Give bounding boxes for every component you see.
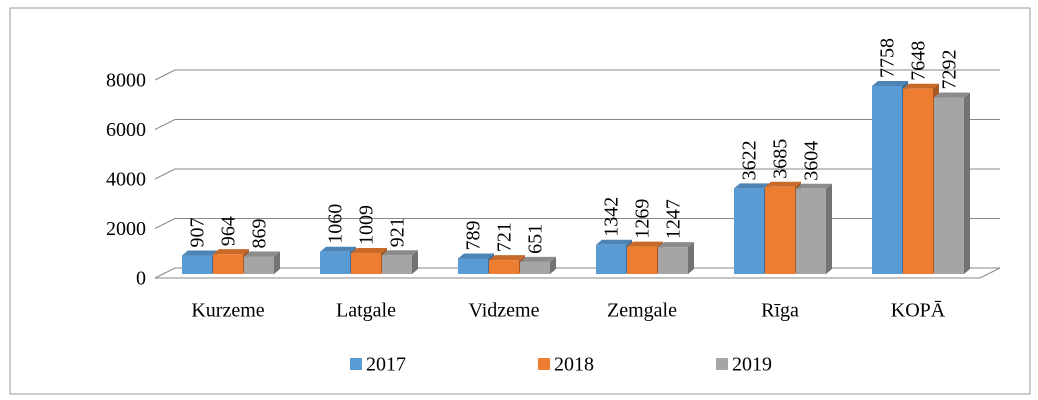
bar-top xyxy=(489,255,525,261)
bar xyxy=(489,260,519,274)
x-tick-label: Latgale xyxy=(336,300,396,322)
bar xyxy=(872,85,902,274)
data-label: 7292 xyxy=(939,50,961,90)
x-tick-label: KOPĀ xyxy=(891,300,946,322)
bar-top xyxy=(872,80,908,86)
grid-diagonal xyxy=(154,69,176,81)
bar-side xyxy=(274,251,280,274)
bar xyxy=(458,258,488,274)
legend-label: 2019 xyxy=(732,354,772,376)
data-label: 1060 xyxy=(325,204,347,244)
bar-top xyxy=(627,241,663,247)
bar-top xyxy=(320,246,356,252)
x-tick-label: Kurzeme xyxy=(191,300,264,322)
bar-top xyxy=(182,250,218,256)
y-tick-label: 0 xyxy=(136,268,146,290)
legend-swatch xyxy=(350,358,362,370)
bar xyxy=(520,261,550,274)
bar-side xyxy=(688,242,694,274)
data-label: 3604 xyxy=(801,141,823,181)
data-label: 1269 xyxy=(632,199,654,239)
data-label: 1247 xyxy=(663,199,685,239)
legend-swatch xyxy=(716,358,728,370)
data-label: 651 xyxy=(525,224,547,254)
bar xyxy=(182,255,212,274)
bar-top xyxy=(903,83,939,89)
bar xyxy=(765,186,795,274)
data-label: 1342 xyxy=(601,197,623,237)
bar-top xyxy=(596,239,632,245)
bar-top xyxy=(244,251,280,257)
bar-top xyxy=(382,250,418,256)
data-label: 721 xyxy=(494,222,516,252)
bar xyxy=(596,244,626,274)
chart-border xyxy=(9,7,1031,395)
bar xyxy=(627,246,657,274)
floor xyxy=(155,267,1001,279)
data-label: 869 xyxy=(249,218,271,248)
y-tick-label: 6000 xyxy=(106,119,146,141)
data-label: 7648 xyxy=(908,41,930,81)
y-tick-label: 8000 xyxy=(106,70,146,92)
bar-side xyxy=(826,183,832,274)
bar xyxy=(796,188,826,274)
bar-top xyxy=(520,256,556,262)
bar-top xyxy=(658,242,694,248)
bar xyxy=(382,255,412,274)
bar xyxy=(903,88,933,274)
bar-top xyxy=(934,92,970,98)
bar-top xyxy=(734,183,770,189)
grid-diagonal xyxy=(154,267,176,279)
bar-top xyxy=(796,183,832,189)
bar xyxy=(658,247,688,274)
grid-diagonal xyxy=(154,168,176,180)
bar xyxy=(320,251,350,274)
data-label: 1009 xyxy=(356,205,378,245)
bar xyxy=(734,188,764,274)
data-label: 789 xyxy=(463,220,485,250)
bar-side xyxy=(964,92,970,274)
x-tick-label: Zemgale xyxy=(607,300,677,322)
bar-side xyxy=(550,256,556,274)
legend-label: 2018 xyxy=(554,354,594,376)
data-label: 3622 xyxy=(739,140,761,180)
bar xyxy=(351,253,381,274)
data-label: 964 xyxy=(218,216,240,246)
legend-swatch xyxy=(538,358,550,370)
bar-side xyxy=(412,250,418,274)
data-label: 3685 xyxy=(770,139,792,179)
bar xyxy=(244,256,274,274)
x-tick-label: Vidzeme xyxy=(469,300,540,322)
bar-top xyxy=(213,249,249,255)
bar-top xyxy=(765,181,801,187)
data-label: 907 xyxy=(187,218,209,248)
x-tick-label: Rīga xyxy=(761,300,799,322)
grid-diagonal xyxy=(154,218,176,229)
data-label: 921 xyxy=(387,217,409,247)
bar-top xyxy=(458,253,494,259)
y-tick-label: 4000 xyxy=(106,169,146,191)
legend-label: 2017 xyxy=(366,354,406,376)
y-tick-label: 2000 xyxy=(106,218,146,240)
bar xyxy=(934,97,964,274)
bar-top xyxy=(351,248,387,254)
grid-diagonal xyxy=(154,119,176,130)
bar xyxy=(213,254,243,274)
data-label: 7758 xyxy=(877,38,899,78)
